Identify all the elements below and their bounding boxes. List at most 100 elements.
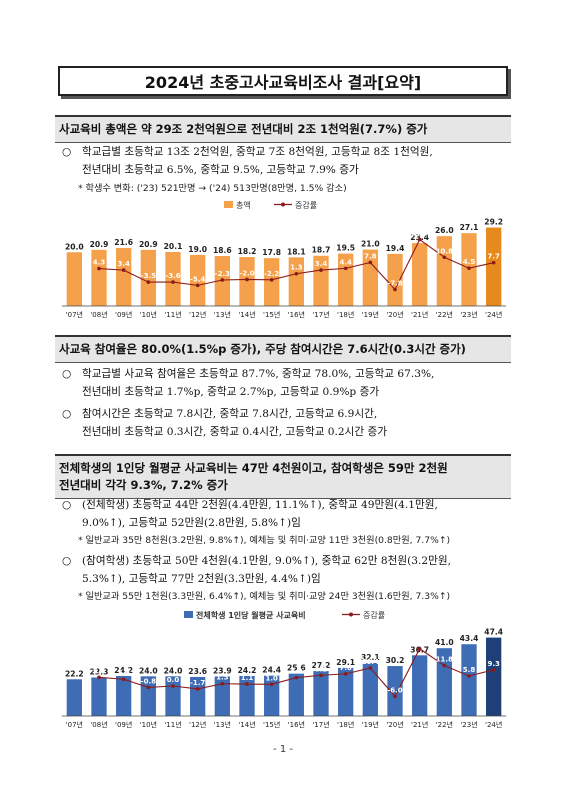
bar xyxy=(436,648,452,716)
bar xyxy=(116,675,132,716)
rate-point xyxy=(319,268,323,272)
bar-value-label: 29.1 xyxy=(336,658,355,667)
rate-point xyxy=(269,682,274,687)
legend-swatch-bar xyxy=(184,611,193,618)
rate-point xyxy=(417,237,422,242)
bar xyxy=(190,676,206,716)
x-tick-label: '22년 xyxy=(436,720,453,729)
x-tick-label: '19년 xyxy=(362,720,379,729)
rate-point xyxy=(491,260,496,265)
rate-point xyxy=(393,287,397,292)
legend-swatch-marker xyxy=(349,612,353,617)
rate-point xyxy=(146,685,151,690)
bullet-mark: ○ xyxy=(62,146,72,158)
bar-value-label: 24.0 xyxy=(164,666,183,675)
bar-value-label: 18.7 xyxy=(312,246,331,255)
x-tick-label: '12년 xyxy=(189,720,206,729)
rate-value-label: 4.5 xyxy=(463,258,476,266)
bar xyxy=(313,671,329,716)
x-tick-label: '13년 xyxy=(214,720,231,729)
x-tick-label: '08년 xyxy=(90,720,107,729)
report-title: 2024년 초중고사교육비조사 결과[요약] xyxy=(58,66,508,96)
x-tick-label: '10년 xyxy=(140,720,157,729)
bullet-text-line-1: 학교급별 초등학교 13조 2천억원, 중학교 7조 8천억원, 고등학교 8조… xyxy=(82,146,433,158)
rate-value-label: 3.9 xyxy=(117,669,130,677)
chart-total-expenditure: 총액 증감률 20.0 20.9 21.6 20.9 20.1 19.0 18.6 18.2 17.… xyxy=(58,196,510,324)
rate-value-label: 5.8 xyxy=(463,666,476,674)
bullet-text-line-1: (참여학생) 초등학교 50만 4천원(4.1만원, 9.0%↑), 중학교 6… xyxy=(82,555,451,567)
x-tick-label: '23년 xyxy=(460,310,477,319)
rate-value-label: 1.0 xyxy=(265,674,278,682)
rate-point xyxy=(97,675,101,680)
x-tick-label: '20년 xyxy=(386,720,403,729)
chart-2-svg: 전체학생 1인당 월평균 사교육비 증감률 22.2 23.3 24.2 24.0 24.0… xyxy=(62,610,506,729)
rate-value-label: 3.4 xyxy=(117,260,130,268)
rate-point xyxy=(195,283,200,288)
bar-value-label: 20.9 xyxy=(90,240,109,249)
rate-value-label: 9.3 xyxy=(487,660,500,668)
bar-value-label: 18.1 xyxy=(287,247,306,256)
x-tick-label: '19년 xyxy=(362,310,379,319)
x-tick-label: '20년 xyxy=(386,310,403,319)
x-tick-label: '11년 xyxy=(164,310,181,319)
bar-value-label: 20.0 xyxy=(65,242,84,251)
bar xyxy=(436,236,452,306)
x-tick-label: '23년 xyxy=(460,720,477,729)
bar xyxy=(313,255,329,306)
bar xyxy=(486,637,502,716)
bar xyxy=(91,249,107,306)
rate-point xyxy=(97,266,101,271)
bar-value-label: 29.2 xyxy=(484,218,503,227)
rate-value-label: -3.6 xyxy=(165,272,180,280)
rate-point xyxy=(121,677,126,682)
rate-value-label: -6.0 xyxy=(387,686,402,694)
x-tick-label: '07년 xyxy=(66,720,83,729)
bar-value-label: 17.8 xyxy=(262,248,281,257)
rate-value-label: 1.1 xyxy=(241,674,254,682)
x-ticks: '07년 '08년 '09년 '10년 '11년 '12년 '13년 '14년 '15년 '16년… xyxy=(66,720,503,729)
bullet-text-line-1: 참여시간은 초등학교 7.8시간, 중학교 7.8시간, 고등학교 6.9시간, xyxy=(82,408,378,420)
x-tick-label: '14년 xyxy=(238,310,255,319)
rate-value-label: -2.3 xyxy=(215,270,230,278)
bar-value-label: 24.0 xyxy=(139,666,158,675)
legend-swatch-bar xyxy=(224,201,233,208)
rate-value-label: 4.8 xyxy=(290,668,303,676)
section-3-bullet-1: ○ (전체학생) 초등학교 44만 2천원(4.4만원, 11.1%↑), 중학교… xyxy=(62,496,514,532)
bar xyxy=(412,243,428,306)
bullet-text-line-1: (전체학생) 초등학교 44만 2천원(4.4만원, 11.1%↑), 중학교 … xyxy=(82,499,438,511)
x-tick-label: '17년 xyxy=(312,310,329,319)
rate-point xyxy=(121,268,126,272)
rate-value-label: -0.8 xyxy=(141,677,156,685)
bar-value-label: 27.1 xyxy=(460,223,479,232)
rate-value-label: 1.3 xyxy=(216,674,229,682)
rate-value-label: 7.7 xyxy=(487,253,500,261)
bar-value-label: 25.6 xyxy=(287,664,306,673)
rate-value-label: -1.7 xyxy=(190,679,205,687)
rate-value-label: 6.2 xyxy=(315,665,328,673)
x-tick-label: '09년 xyxy=(115,310,132,319)
rate-value-label: -3.5 xyxy=(141,272,156,280)
rate-value-label: 21.5 xyxy=(411,639,428,647)
rate-point xyxy=(294,271,299,276)
section-2-bullet-1: ○ 학교급별 사교육 참여율은 초등학교 87.7%, 중학교 78.0%, 고등… xyxy=(62,365,514,401)
rate-value-label: -2.2 xyxy=(264,270,279,278)
bar-value-label: 24.2 xyxy=(114,666,133,675)
rate-point xyxy=(171,280,175,284)
rate-point xyxy=(393,694,397,699)
section-3-note-2: * 일반교과 55만 1천원(3.3만원, 6.4%↑), 예체능 및 취미·교… xyxy=(78,591,451,602)
section-1-bullet-1: ○ 학교급별 초등학교 13조 2천억원, 중학교 7조 8천억원, 고등학교 8… xyxy=(62,143,514,179)
section-3-heading-line-1: 전체학생의 1인당 월평균 사교육비는 47만 4천원이고, 참여학생은 59만… xyxy=(59,461,448,475)
chart-legend: 총액 증감률 xyxy=(224,200,317,210)
x-tick-label: '17년 xyxy=(312,720,329,729)
rate-point xyxy=(146,280,151,284)
rate-point xyxy=(195,687,200,691)
bar xyxy=(264,258,280,306)
bar-value-label: 18.2 xyxy=(238,247,257,256)
bullet-mark: ○ xyxy=(62,499,72,511)
x-tick-label: '21년 xyxy=(411,720,428,729)
rate-value-label: 1.3 xyxy=(290,264,303,272)
x-tick-label: '21년 xyxy=(411,310,428,319)
bars: 22.2 23.3 24.2 24.0 24.0 23.6 23.9 24.2 24.4 25.6… xyxy=(65,628,503,716)
bar-value-label: 32.1 xyxy=(361,653,380,662)
bar xyxy=(214,676,230,716)
